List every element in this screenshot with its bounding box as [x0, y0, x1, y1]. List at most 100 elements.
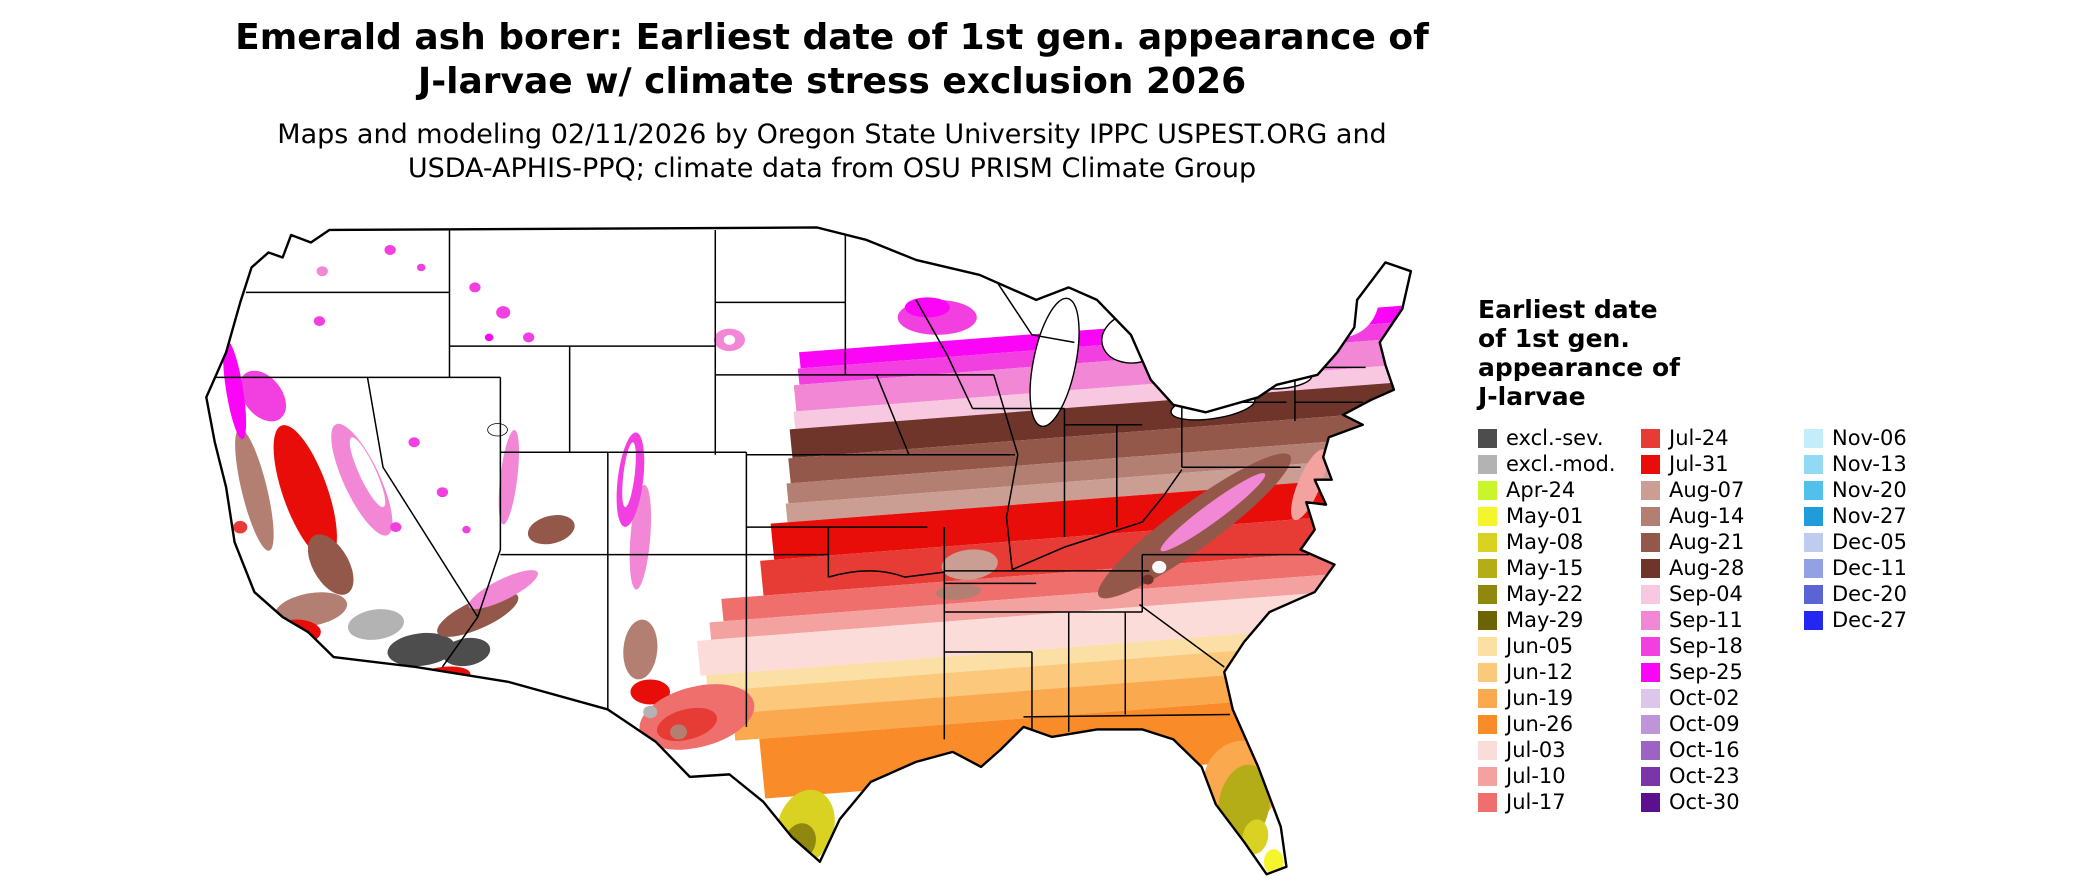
legend-row: Jul-31 [1641, 451, 1804, 477]
legend-row: Nov-27 [1804, 503, 1954, 529]
legend-row: excl.-sev. [1478, 425, 1641, 451]
legend-label: Nov-06 [1832, 426, 1907, 450]
legend-title: Earliest date of 1st gen. appearance of … [1478, 295, 1998, 411]
legend-swatch [1478, 740, 1497, 760]
patch-central-valley-red [273, 425, 337, 560]
patch-davis-mtns-brown [670, 724, 687, 740]
us-outline [206, 227, 1411, 874]
legend-swatch [1478, 662, 1497, 682]
patch-nv-dot-3 [390, 522, 402, 533]
legend-swatch [1478, 480, 1497, 500]
patch-ozarks [941, 549, 998, 580]
patch-mogollon-brown [437, 592, 519, 637]
header: Emerald ash borer: Earliest date of 1st … [0, 16, 1664, 186]
page-subtitle: Maps and modeling 02/11/2026 by Oregon S… [0, 118, 1664, 186]
legend-swatch [1804, 454, 1823, 474]
legend-row: Aug-07 [1641, 477, 1804, 503]
legend-row: Nov-06 [1804, 425, 1954, 451]
legend-columns: excl.-sev. excl.-mod. Apr-24 May-01 May-08 Ma… [1478, 425, 1998, 815]
legend-label: Oct-02 [1669, 686, 1740, 710]
legend-label: Dec-27 [1832, 608, 1907, 632]
patch-central-valley-south-brown [307, 534, 354, 595]
legend-row: Jul-03 [1478, 737, 1641, 763]
legend-row: Aug-28 [1641, 555, 1804, 581]
legend-row: Dec-11 [1804, 555, 1954, 581]
legend-row: Jul-24 [1641, 425, 1804, 451]
legend-label: Oct-30 [1669, 790, 1740, 814]
patch-smokies-brown [1142, 574, 1154, 585]
legend-row: Jul-17 [1478, 789, 1641, 815]
legend-row: Apr-24 [1478, 477, 1641, 503]
patch-ouachitas [935, 584, 981, 600]
patch-black-hills-core [723, 334, 736, 345]
band-jul-10 [709, 560, 1411, 640]
legend-swatch [1641, 792, 1660, 812]
legend-title-line1: Earliest date [1478, 295, 1658, 324]
legend-label: Nov-20 [1832, 478, 1907, 502]
legend-row: Jun-05 [1478, 633, 1641, 659]
patch-id-dot-2 [496, 306, 511, 319]
patch-nm-brown [623, 619, 658, 680]
legend-row: Jun-19 [1478, 685, 1641, 711]
patch-cascades-dot-1 [316, 266, 328, 277]
patch-co-rockies-white [622, 442, 636, 507]
legend-row: May-01 [1478, 503, 1641, 529]
patch-florida-keys-2 [1269, 882, 1275, 883]
patch-adirondacks-white [1258, 323, 1310, 362]
legend-label: Oct-23 [1669, 764, 1740, 788]
page-subtitle-line1: Maps and modeling 02/11/2026 by Oregon S… [277, 119, 1387, 150]
legend-label: Jun-12 [1506, 660, 1574, 684]
patch-florida-tip-yellow [1263, 849, 1284, 875]
patch-sierra-crest-white [349, 437, 386, 508]
patch-az-gray-2 [442, 637, 491, 667]
legend-label: Dec-11 [1832, 556, 1907, 580]
legend: Earliest date of 1st gen. appearance of … [1478, 295, 1998, 815]
patch-oregon-coast-magenta [223, 340, 247, 440]
page-subtitle-line2: USDA-APHIS-PPQ; climate data from OSU PR… [407, 153, 1257, 184]
legend-row: Nov-20 [1804, 477, 1954, 503]
lake-michigan [1021, 295, 1088, 429]
patch-florida-olive-south [1242, 819, 1269, 855]
patch-socal-red [272, 619, 321, 645]
legend-swatch [1478, 714, 1497, 734]
legend-label: Jul-03 [1506, 738, 1566, 762]
legend-swatch [1641, 506, 1660, 526]
legend-swatch [1804, 558, 1823, 578]
legend-row: Aug-21 [1641, 529, 1804, 555]
patch-mojave-gray [347, 609, 404, 640]
legend-row: May-08 [1478, 529, 1641, 555]
legend-label: Sep-11 [1669, 608, 1743, 632]
legend-label: Dec-20 [1832, 582, 1907, 606]
band-aug-28 [789, 374, 1411, 459]
patch-id-dot-4 [484, 333, 494, 342]
legend-swatch [1641, 558, 1660, 578]
great-salt-lake [488, 424, 508, 436]
patch-cascades-dot-2 [313, 316, 326, 327]
patch-wa-dot-2 [416, 263, 426, 272]
patch-utah-brown [527, 515, 575, 545]
legend-label: Sep-04 [1669, 582, 1743, 606]
legend-label: May-01 [1506, 504, 1584, 528]
legend-swatch [1478, 584, 1497, 604]
patch-wasatch-magenta [498, 430, 519, 525]
legend-label: Jul-10 [1506, 764, 1566, 788]
legend-label: May-22 [1506, 582, 1584, 606]
map-regions [206, 227, 1411, 883]
legend-row: Oct-23 [1641, 763, 1804, 789]
legend-swatch [1804, 610, 1823, 630]
legend-swatch [1804, 428, 1823, 448]
legend-label: Nov-13 [1832, 452, 1907, 476]
legend-swatch [1641, 688, 1660, 708]
patch-sierra-magenta [331, 423, 393, 536]
legend-label: Dec-05 [1832, 530, 1907, 554]
legend-swatch [1478, 558, 1497, 578]
legend-title-line2: of 1st gen. [1478, 324, 1630, 353]
legend-row: Jun-12 [1478, 659, 1641, 685]
legend-row: Aug-14 [1641, 503, 1804, 529]
patch-id-dot-1 [469, 282, 481, 293]
patch-coast-range-brown [235, 428, 274, 551]
legend-label: excl.-mod. [1506, 452, 1616, 476]
legend-swatch [1478, 792, 1497, 812]
legend-row: Sep-18 [1641, 633, 1804, 659]
legend-row: Jul-10 [1478, 763, 1641, 789]
